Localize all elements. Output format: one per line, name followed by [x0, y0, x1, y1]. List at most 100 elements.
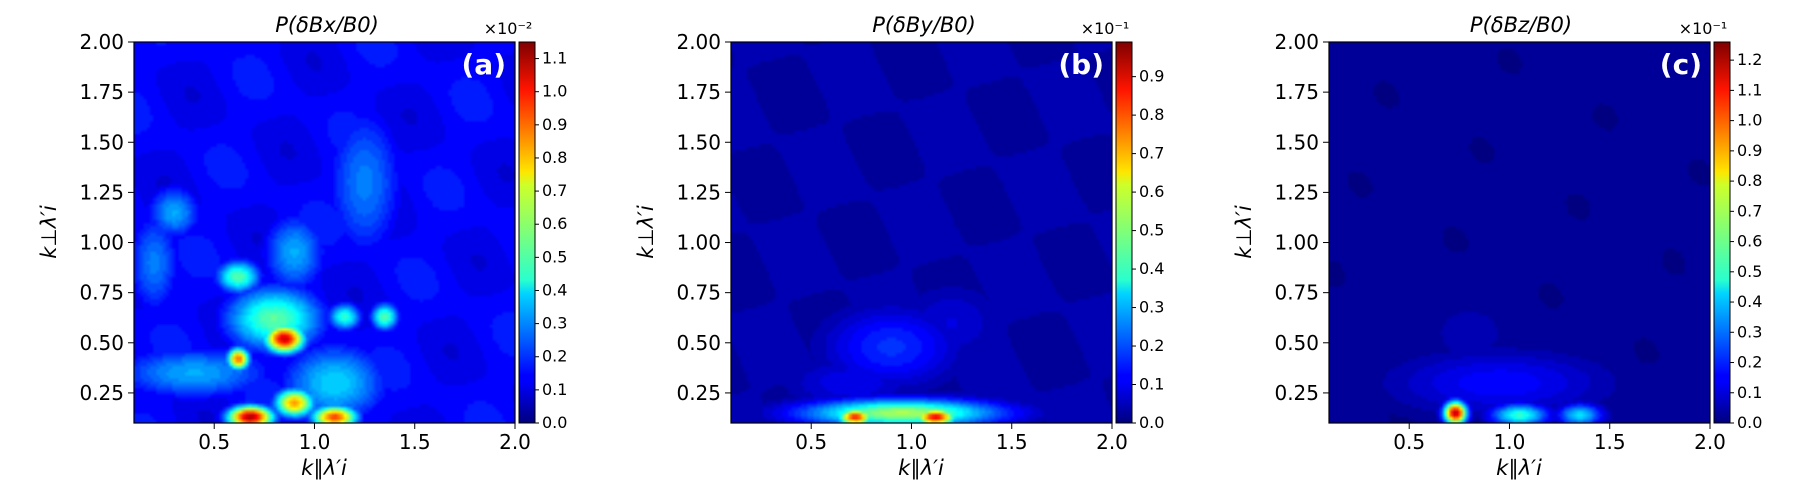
colorbar-tick-label: 0.0: [542, 413, 567, 432]
panel-c-colorbar-multiplier: ×10⁻¹: [1679, 19, 1728, 38]
panel-c-colorbar-gradient: [1713, 41, 1731, 424]
y-tick-label: 0.25: [676, 381, 721, 405]
colorbar-tick-label: 1.1: [1737, 80, 1762, 99]
y-tick-label: 1.75: [79, 80, 124, 104]
colorbar-tick-label: 0.4: [542, 280, 567, 299]
colorbar-tick-label: 1.0: [1737, 111, 1762, 130]
y-tick-label: 1.00: [1274, 231, 1319, 255]
x-tick-label: 1.5: [1594, 430, 1626, 454]
y-tick-label: 1.25: [79, 180, 124, 204]
colorbar-tick-label: 0.8: [1139, 105, 1164, 124]
y-tick-label: 0.75: [676, 281, 721, 305]
x-tick-label: 2.0: [1096, 430, 1128, 454]
x-tick-label: 1.0: [1494, 430, 1526, 454]
panel-c-x-axis: 0.5 1.0 1.5 2.0: [1393, 423, 1726, 454]
panel-a-title: P(δBx/B0): [275, 13, 379, 37]
colorbar-tick-label: 0.2: [1139, 336, 1164, 355]
y-tick-label: 1.25: [1274, 180, 1319, 204]
panel-b-plot-frame: [730, 41, 1113, 424]
panel-c-y-axis: 0.25 0.50 0.75 1.00 1.25 1.50 1.75 2.00: [1274, 30, 1329, 405]
panel-c: P(δBz/B0) (c) 0.5 1.0 1.5 2.0 0.25 0.50 0.75 1…: [1232, 13, 1762, 480]
y-tick-label: 0.50: [79, 331, 124, 355]
y-tick-label: 1.00: [79, 231, 124, 255]
panel-b-y-axis: 0.25 0.50 0.75 1.00 1.25 1.50 1.75 2.00: [676, 30, 731, 405]
y-tick-label: 1.50: [79, 130, 124, 154]
colorbar-tick-label: 0.3: [542, 314, 567, 333]
y-tick-label: 1.50: [676, 130, 721, 154]
colorbar-tick-label: 0.8: [1737, 171, 1762, 190]
panel-a-colorbar: ×10⁻² 0.0 0.1 0.2 0.3 0.4 0.5 0.6 0.7 0.8 0.9 1.0 1…: [484, 19, 568, 432]
panel-c-colorbar: ×10⁻¹ 0.0 0.1 0.2 0.3 0.4 0.5 0.6 0.7 0.8 0.9 1.0 1…: [1679, 19, 1763, 432]
panel-c-title: P(δBz/B0): [1470, 13, 1572, 37]
colorbar-tick-label: 0.2: [1737, 353, 1762, 372]
panel-b-title: P(δBy/B0): [872, 13, 976, 37]
x-tick-label: 2.0: [499, 430, 531, 454]
colorbar-tick-label: 0.5: [542, 247, 567, 266]
colorbar-tick-label: 0.7: [542, 181, 567, 200]
panel-a-letter: (a): [462, 48, 507, 81]
panel-b-colorbar: ×10⁻¹ 0.0 0.1 0.2 0.3 0.4 0.5 0.6 0.7 0.8 0.9: [1081, 19, 1165, 432]
panel-a-y-axis: 0.25 0.50 0.75 1.00 1.25 1.50 1.75 2.00: [79, 30, 134, 405]
colorbar-tick-label: 0.9: [542, 115, 567, 134]
colorbar-tick-label: 0.3: [1139, 298, 1164, 317]
x-tick-label: 0.5: [1393, 430, 1425, 454]
y-tick-label: 1.00: [676, 231, 721, 255]
panel-b-x-axis: 0.5 1.0 1.5 2.0: [795, 423, 1128, 454]
x-tick-label: 2.0: [1694, 430, 1726, 454]
panel-c-colorbar-ticks: 0.0 0.1 0.2 0.3 0.4 0.5 0.6 0.7 0.8 0.9 1.0 1.1 1.2: [1730, 50, 1762, 432]
panel-b-colorbar-ticks: 0.0 0.1 0.2 0.3 0.4 0.5 0.6 0.7 0.8 0.9: [1132, 67, 1164, 432]
panel-a-colorbar-ticks: 0.0 0.1 0.2 0.3 0.4 0.5 0.6 0.7 0.8 0.9 1.0 1.1: [535, 49, 567, 432]
panel-a-colorbar-gradient: [518, 41, 536, 424]
panel-b-heatmap: [731, 42, 1112, 423]
panel-a-x-axis: 0.5 1.0 1.5 2.0: [198, 423, 531, 454]
y-tick-label: 1.50: [1274, 130, 1319, 154]
y-tick-label: 1.75: [676, 80, 721, 104]
panel-c-xlabel: k∥λ′i: [1496, 456, 1542, 480]
colorbar-tick-label: 0.7: [1139, 144, 1164, 163]
colorbar-tick-label: 0.9: [1139, 67, 1164, 86]
panel-b-xlabel: k∥λ′i: [898, 456, 944, 480]
panel-c-ylabel: k⊥λ′i: [1232, 205, 1256, 259]
panel-b-letter: (b): [1058, 48, 1104, 81]
y-tick-label: 0.75: [79, 281, 124, 305]
x-tick-label: 1.0: [896, 430, 928, 454]
x-tick-label: 1.5: [399, 430, 431, 454]
colorbar-tick-label: 0.6: [1139, 182, 1164, 201]
colorbar-tick-label: 0.0: [1139, 413, 1164, 432]
y-tick-label: 2.00: [1274, 30, 1319, 54]
colorbar-tick-label: 1.0: [542, 82, 567, 101]
colorbar-tick-label: 0.1: [1737, 383, 1762, 402]
colorbar-tick-label: 0.4: [1139, 259, 1164, 278]
x-tick-label: 1.5: [996, 430, 1028, 454]
y-tick-label: 0.75: [1274, 281, 1319, 305]
colorbar-tick-label: 0.7: [1737, 201, 1762, 220]
y-tick-label: 0.50: [676, 331, 721, 355]
panel-b-colorbar-gradient: [1115, 41, 1133, 424]
colorbar-tick-label: 0.4: [1737, 292, 1762, 311]
panel-a-xlabel: k∥λ′i: [301, 456, 347, 480]
colorbar-tick-label: 0.1: [1139, 375, 1164, 394]
panel-a: P(δBx/B0) (a) 0.5 1.0 1.5 2.0 0.25 0.50 0.75 1…: [37, 13, 567, 480]
panel-a-ylabel: k⊥λ′i: [37, 205, 61, 259]
colorbar-tick-label: 0.3: [1737, 322, 1762, 341]
panel-a-colorbar-multiplier: ×10⁻²: [484, 19, 533, 38]
colorbar-tick-label: 0.9: [1737, 141, 1762, 160]
y-tick-label: 1.25: [676, 180, 721, 204]
colorbar-tick-label: 0.1: [542, 380, 567, 399]
panel-c-letter: (c): [1660, 48, 1702, 81]
panel-a-plot-frame: [133, 41, 516, 424]
panel-c-plot-frame: [1328, 41, 1711, 424]
y-tick-label: 1.75: [1274, 80, 1319, 104]
colorbar-tick-label: 0.2: [542, 347, 567, 366]
panel-c-heatmap: [1329, 42, 1710, 423]
panel-b-colorbar-multiplier: ×10⁻¹: [1081, 19, 1130, 38]
colorbar-tick-label: 0.6: [542, 214, 567, 233]
colorbar-tick-label: 1.1: [542, 49, 567, 68]
x-tick-label: 1.0: [299, 430, 331, 454]
panel-b-ylabel: k⊥λ′i: [634, 205, 658, 259]
colorbar-tick-label: 0.5: [1139, 221, 1164, 240]
colorbar-tick-label: 0.6: [1737, 232, 1762, 251]
y-tick-label: 0.50: [1274, 331, 1319, 355]
x-tick-label: 0.5: [198, 430, 230, 454]
